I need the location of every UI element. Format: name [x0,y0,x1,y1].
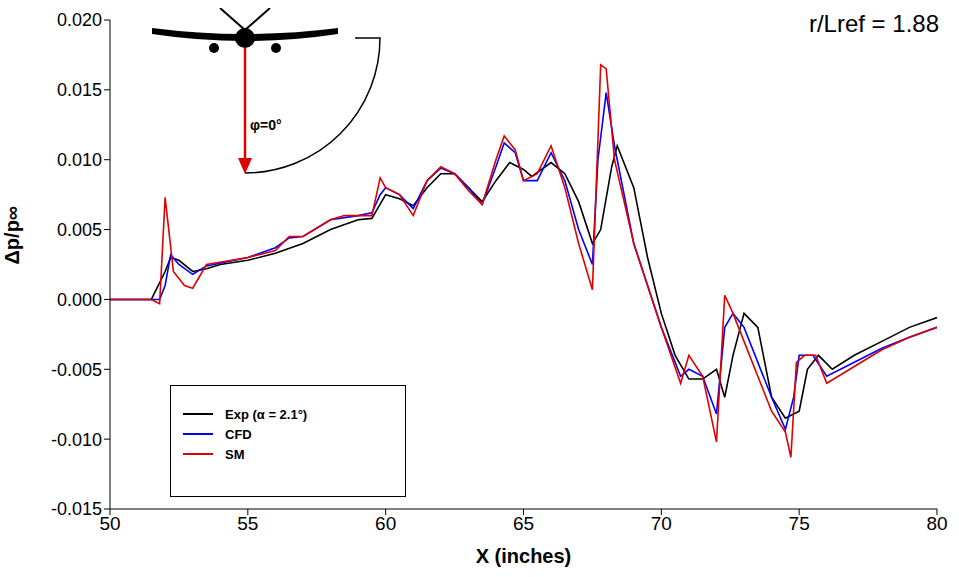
html-text:CFD: CFD [225,426,252,442]
html-text:SM: SM [225,446,245,462]
svg-text:X (inches): X (inches) [476,545,572,567]
svg-text:55: 55 [237,513,258,534]
svg-text:Δp/p∞: Δp/p∞ [1,206,23,265]
html-text:r/Lref = 1.88: r/Lref = 1.88 [808,10,939,37]
svg-text:0.015: 0.015 [57,80,102,100]
svg-text:65: 65 [513,513,534,534]
svg-text:75: 75 [789,513,810,534]
svg-text:80: 80 [926,513,947,534]
html-text:Exp (α = 2.1°): Exp (α = 2.1°) [225,406,308,422]
svg-text:50: 50 [99,513,120,534]
svg-text:-0.005: -0.005 [51,360,102,380]
svg-text:-0.015: -0.015 [51,499,102,519]
svg-text:60: 60 [375,513,396,534]
svg-text:0.000: 0.000 [57,290,102,310]
svg-text:0.010: 0.010 [57,150,102,170]
svg-text:70: 70 [651,513,672,534]
svg-text:φ=0°: φ=0° [250,117,282,133]
svg-text:-0.010: -0.010 [51,430,102,450]
svg-text:0.005: 0.005 [57,220,102,240]
svg-text:0.020: 0.020 [57,10,102,30]
